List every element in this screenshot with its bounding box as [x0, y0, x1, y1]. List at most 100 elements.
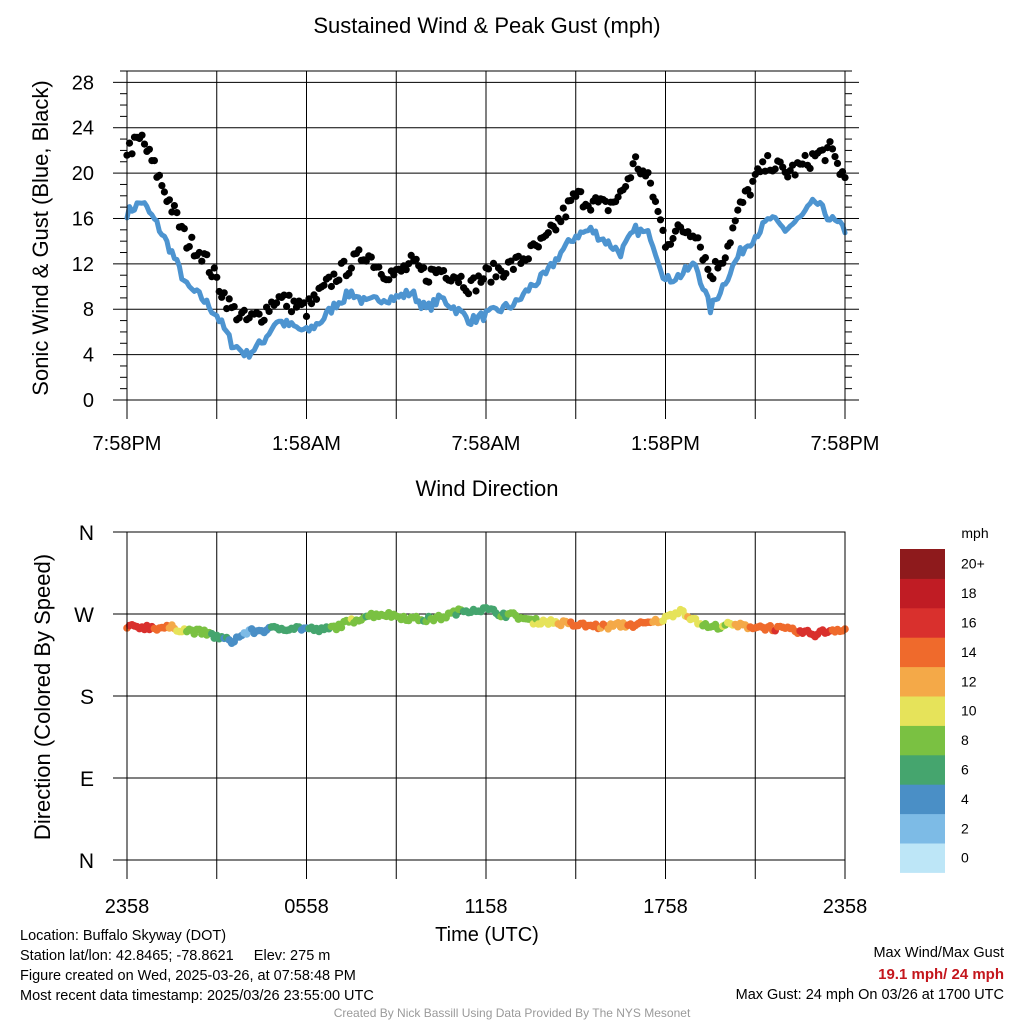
- gust-point: [265, 307, 273, 315]
- gust-point: [749, 177, 757, 185]
- gust-point: [484, 265, 493, 273]
- gust-point: [492, 273, 500, 281]
- gust-point: [479, 275, 488, 283]
- gust-point: [524, 255, 533, 263]
- gust-point: [385, 276, 393, 284]
- wind-speed-y-tick-label: 24: [72, 118, 94, 140]
- gust-point: [764, 152, 772, 160]
- wind-speed-plot-frame: [126, 70, 846, 401]
- gust-point: [622, 183, 630, 191]
- direction-point: [452, 611, 460, 619]
- wind-speed-y-tick-label: 8: [83, 299, 94, 321]
- gust-point: [125, 139, 134, 147]
- gust-point: [739, 198, 747, 207]
- gust-point: [138, 131, 146, 139]
- colorbar-level-label: 4: [961, 791, 969, 807]
- wind-direction-chart-title: Wind Direction: [415, 476, 558, 501]
- gust-point: [225, 295, 233, 303]
- gust-point: [644, 169, 652, 177]
- colorbar-unit-label: mph: [961, 525, 988, 541]
- max-summary-title: Max Wind/Max Gust: [873, 945, 1004, 961]
- wind-speed-y-tick-label: 16: [72, 208, 94, 230]
- wind-direction-ticks: N E S W N 2358 0558 1158 1758 2358: [74, 522, 867, 918]
- gust-point: [729, 224, 737, 232]
- wind-direction-x-tick-label: 2358: [823, 896, 868, 918]
- gust-point: [155, 171, 163, 179]
- sustained-wind-line: [124, 196, 848, 360]
- gust-point: [734, 206, 742, 214]
- gust-point: [701, 254, 710, 262]
- gust-point: [656, 216, 665, 224]
- wind-speed-x-tick-label: 1:58AM: [272, 433, 341, 455]
- wind-speed-chart: Sustained Wind & Peak Gust (mph) Sonic W…: [28, 13, 879, 455]
- colorbar-level-label: 8: [961, 732, 969, 748]
- station-elevation: Elev: 275 m: [253, 948, 331, 964]
- direction-point: [337, 623, 346, 632]
- credit-line: Created By Nick Bassill Using Data Provi…: [333, 1006, 691, 1020]
- gust-point: [327, 282, 335, 291]
- wind-direction-y-tick-label: N: [79, 850, 94, 873]
- gust-point: [165, 196, 173, 204]
- gust-point: [502, 270, 510, 278]
- gust-point: [355, 246, 363, 254]
- gust-point: [145, 145, 153, 153]
- gust-point: [188, 233, 196, 241]
- max-summary-value: 19.1 mph/ 24 mph: [878, 966, 1004, 983]
- wind-direction-grid: [126, 531, 846, 861]
- colorbar-swatch: [900, 754, 945, 785]
- wind-direction-series: [123, 604, 849, 647]
- gust-point: [559, 204, 567, 212]
- gust-point: [455, 278, 463, 287]
- gust-point: [128, 150, 136, 158]
- gust-point: [801, 151, 809, 160]
- gust-point: [534, 243, 543, 251]
- wind-direction-x-axis-label: Time (UTC): [435, 924, 539, 946]
- colorbar-swatch: [900, 666, 945, 697]
- wind-speed-y-tick-label: 4: [83, 345, 94, 367]
- gust-point: [180, 225, 188, 233]
- wind-direction-x-tick-label: 1158: [464, 896, 507, 918]
- colorbar-swatch: [900, 578, 945, 609]
- wind-speed-x-tick-label: 1:58PM: [631, 433, 700, 455]
- gust-point: [654, 207, 662, 216]
- gust-point: [140, 140, 149, 148]
- station-latlon: Station lat/lon: 42.8465; -78.8621: [20, 948, 234, 964]
- gust-point: [150, 157, 158, 165]
- gust-point: [671, 227, 680, 235]
- gust-point: [158, 182, 166, 190]
- gust-point: [240, 306, 248, 314]
- colorbar-swatch: [900, 637, 945, 668]
- colorbar-swatch: [900, 843, 945, 873]
- colorbar-level-label: 14: [961, 644, 977, 660]
- gust-point: [472, 287, 480, 295]
- gust-point: [759, 158, 767, 166]
- wind-speed-ticks: 0 4 8 12 16 20 24 28 7:58PM 1:58AM 7:58AM 1:58PM 7:5…: [72, 70, 880, 455]
- gust-point: [185, 243, 193, 251]
- wind-direction-x-tick-label: 1758: [643, 896, 688, 918]
- wind-speed-chart-title: Sustained Wind & Peak Gust (mph): [313, 13, 660, 38]
- gust-point: [407, 251, 415, 259]
- colorbar-level-label: 6: [961, 762, 969, 778]
- gust-point: [440, 267, 448, 275]
- colorbar-level-label: 20+: [961, 556, 985, 572]
- gust-point: [300, 299, 308, 307]
- gust-point: [562, 213, 570, 221]
- figure-created: Figure created on Wed, 2025-03-26, at 07…: [20, 968, 356, 984]
- wind-direction-y-tick-label: N: [79, 522, 94, 545]
- gust-point: [557, 218, 565, 226]
- gust-point: [160, 188, 168, 196]
- gust-point: [412, 255, 420, 263]
- gust-point: [771, 165, 779, 173]
- gust-point: [632, 153, 640, 161]
- colorbar-swatch: [900, 784, 945, 815]
- gust-point: [544, 229, 552, 237]
- station-coords-row: Station lat/lon: 42.8465; -78.8621 Elev:…: [20, 946, 374, 966]
- gust-point: [833, 159, 842, 167]
- wind-direction-x-tick-label: 0558: [284, 896, 329, 918]
- wind-direction-x-tick-label: 2358: [105, 896, 150, 918]
- gust-point: [198, 257, 206, 265]
- wind-speed-x-tick-label: 7:58PM: [811, 433, 880, 455]
- gust-point: [709, 275, 717, 283]
- wind-speed-grid: [126, 71, 846, 401]
- gust-point: [255, 310, 263, 318]
